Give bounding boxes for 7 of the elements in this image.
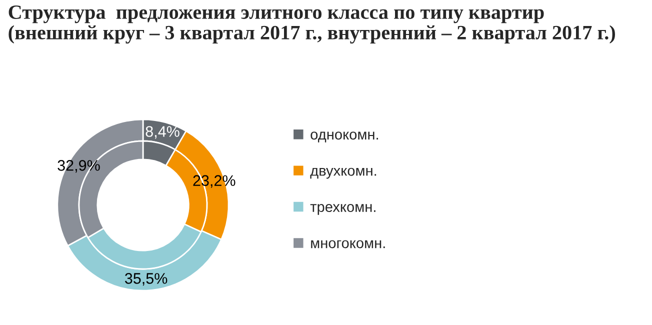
legend-label: двухкомн. — [310, 168, 376, 179]
legend-label: трехкомн. — [310, 204, 376, 215]
data-label: 8,4% — [146, 126, 180, 139]
legend-label: однокомн. — [310, 132, 378, 142]
chart-title: Структура предложения элитного класса по типу квартир (внешний круг – 3 квартал 2017 г., внутренний – 2 квартал 2017 г.) — [8, 5, 616, 44]
legend-label: многокомн. — [311, 240, 385, 248]
data-label: 35,5% — [124, 273, 168, 286]
